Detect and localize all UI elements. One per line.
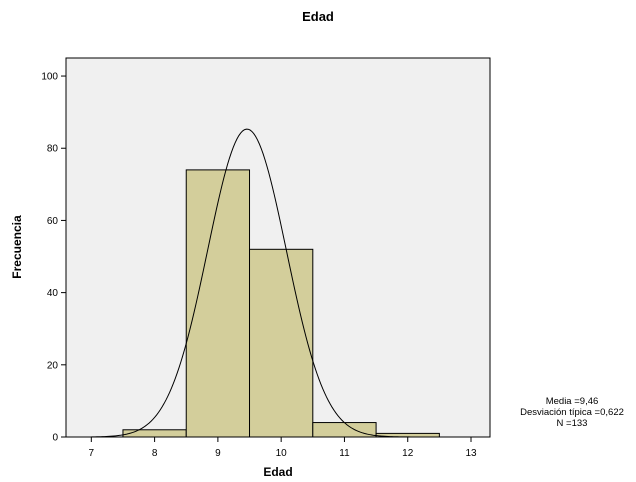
y-tick-label: 80 [47, 144, 59, 155]
y-tick-label: 60 [47, 216, 59, 227]
x-axis-label: Edad [263, 465, 292, 479]
mean-label: Media =9,46 [545, 396, 599, 407]
histogram-bar [312, 422, 377, 438]
chart-title: Edad [302, 9, 334, 24]
y-axis: 0 20 40 60 80 100 [41, 72, 66, 444]
x-tick-label: 8 [152, 448, 158, 459]
x-tick-label: 11 [339, 448, 350, 459]
y-tick-label: 0 [52, 433, 58, 444]
stats-box: Media =9,46 Desviación típica =0,622 N =… [508, 396, 636, 429]
x-tick-label: 9 [215, 448, 221, 459]
y-tick-label: 20 [47, 360, 59, 371]
y-tick-label: 40 [47, 288, 59, 299]
bars-group [122, 169, 440, 438]
x-tick-label: 7 [89, 448, 95, 459]
x-axis: 7 8 9 10 11 12 13 [89, 437, 477, 459]
sd-label: Desviación típica =0,622 [520, 407, 624, 418]
n-label: N =133 [556, 418, 588, 429]
y-tick-label: 100 [41, 72, 58, 83]
normal-curve [91, 128, 465, 438]
y-axis-label: Frecuencia [10, 215, 24, 279]
x-tick-label: 13 [465, 448, 477, 459]
x-tick-label: 12 [402, 448, 414, 459]
histogram-bar [249, 248, 314, 438]
histogram-bar [122, 429, 187, 438]
x-tick-label: 10 [276, 448, 288, 459]
